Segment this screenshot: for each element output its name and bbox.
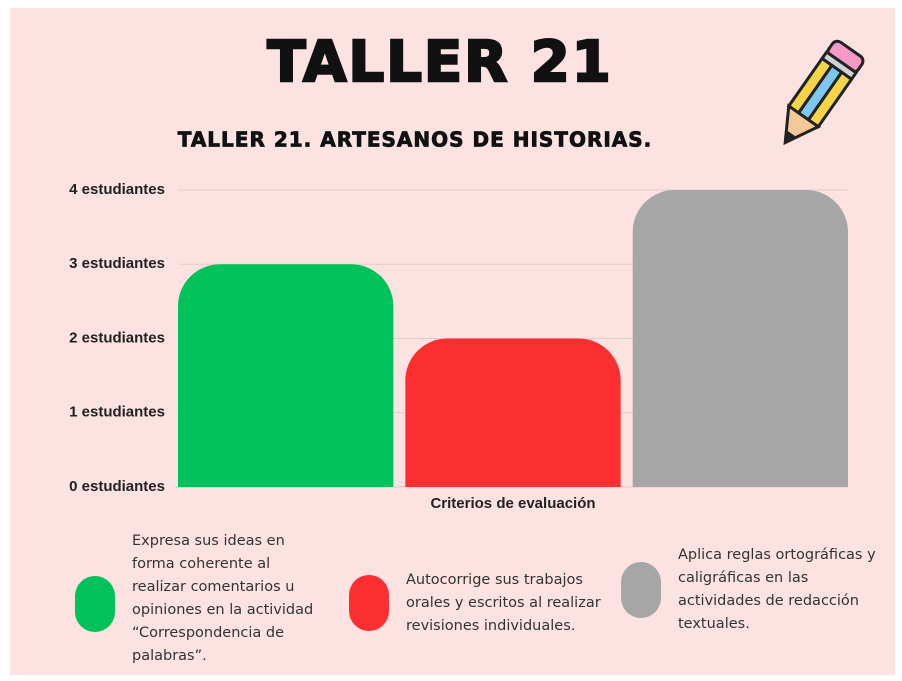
pencil-icon bbox=[783, 39, 865, 146]
legend-swatch bbox=[621, 562, 661, 618]
legend-item: Autocorrige sus trabajos orales y escrit… bbox=[349, 553, 606, 653]
y-tick-label: 2 estudiantes bbox=[69, 329, 165, 346]
bar bbox=[632, 190, 848, 487]
legend-label: Aplica reglas ortográficas y caligráfica… bbox=[678, 547, 876, 632]
legend-label: Autocorrige sus trabajos orales y escrit… bbox=[406, 571, 601, 634]
legend-swatch bbox=[75, 576, 115, 632]
chart-subtitle: TALLER 21. ARTESANOS DE HISTORIAS. bbox=[178, 128, 653, 152]
legend-item: Expresa sus ideas en forma coherente al … bbox=[75, 530, 322, 678]
x-axis-label: Criterios de evaluación bbox=[430, 495, 595, 512]
bar bbox=[178, 264, 394, 487]
y-tick-label: 0 estudiantes bbox=[69, 478, 165, 495]
y-tick-label: 3 estudiantes bbox=[69, 255, 165, 272]
chart-title: TALLER 21 bbox=[267, 30, 612, 95]
y-tick-label: 1 estudiantes bbox=[69, 404, 165, 421]
legend-label: Expresa sus ideas en forma coherente al … bbox=[132, 533, 314, 664]
legend-item: Aplica reglas ortográficas y caligráfica… bbox=[621, 540, 893, 640]
y-tick-label: 4 estudiantes bbox=[69, 181, 165, 198]
bar bbox=[405, 338, 621, 487]
legend-swatch bbox=[349, 575, 389, 631]
